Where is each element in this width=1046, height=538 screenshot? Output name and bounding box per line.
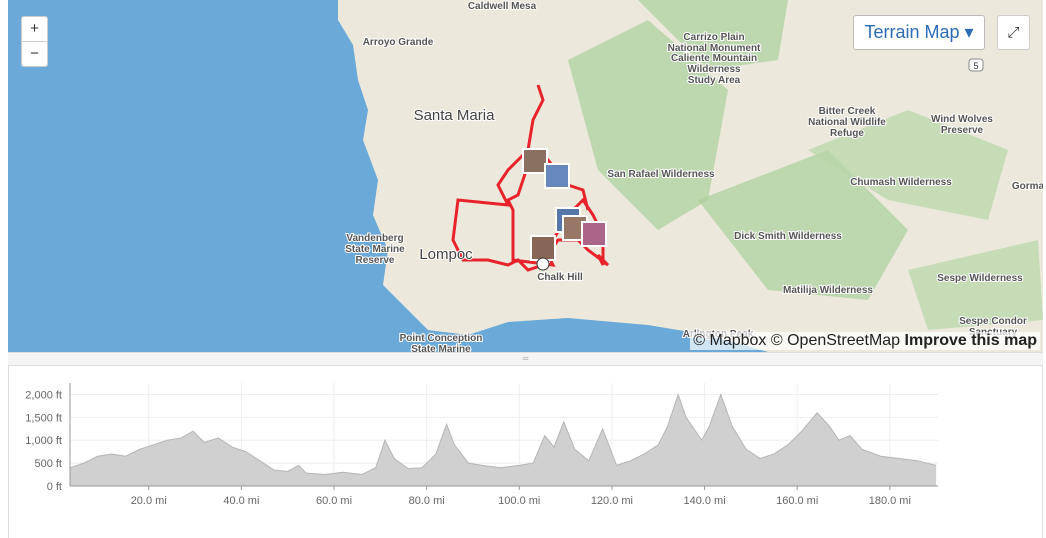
map-label: National Monument bbox=[668, 43, 761, 54]
map-label: Study Area bbox=[688, 75, 741, 86]
map-label: Carrizo Plain bbox=[683, 32, 744, 43]
map-label: State Marine bbox=[345, 244, 405, 255]
map-label: Vandenberg bbox=[346, 233, 403, 244]
map-label: Dick Smith Wilderness bbox=[734, 231, 842, 242]
terrain bbox=[698, 150, 908, 300]
terrain bbox=[638, 0, 788, 70]
terrain bbox=[808, 110, 1008, 220]
map-label: Santa Maria bbox=[414, 107, 496, 124]
x-tick-label: 160.0 mi bbox=[776, 495, 818, 507]
border bbox=[1042, 365, 1043, 538]
x-tick-label: 120.0 mi bbox=[591, 495, 633, 507]
zoom-in[interactable]: + bbox=[21, 16, 48, 42]
x-tick-label: 100.0 mi bbox=[498, 495, 540, 507]
x-tick-label: 20.0 mi bbox=[131, 495, 167, 507]
photo[interactable] bbox=[581, 221, 607, 247]
attr-osm[interactable]: © OpenStreetMap bbox=[770, 332, 901, 349]
terrain bbox=[568, 20, 728, 230]
map-label: Chumash Wilderness bbox=[850, 177, 952, 188]
y-tick-label: 1,000 ft bbox=[25, 435, 62, 447]
zoom-out[interactable]: − bbox=[21, 41, 48, 67]
finish-marker bbox=[536, 257, 550, 271]
map-label: Point Conception bbox=[400, 333, 483, 344]
terrain bbox=[908, 240, 1043, 330]
highway-number: 5 bbox=[973, 61, 978, 71]
x-tick-label: 60.0 mi bbox=[316, 495, 352, 507]
map-label: Wind Wolves bbox=[931, 114, 993, 125]
map-label: Reserve bbox=[356, 255, 395, 266]
attribution: © Mapbox © OpenStreetMap Improve this ma… bbox=[690, 332, 1040, 350]
photo[interactable] bbox=[522, 148, 548, 174]
y-tick-label: 2,000 ft bbox=[25, 389, 62, 401]
map-label: Sespe Wilderness bbox=[937, 273, 1023, 284]
map[interactable]: Caldwell Mesa Arroyo Grande Carrizo Plai… bbox=[8, 0, 1043, 352]
y-tick-label: 500 ft bbox=[34, 458, 62, 470]
x-tick-label: 80.0 mi bbox=[409, 495, 445, 507]
map-label: Caliente Mountain bbox=[671, 53, 757, 64]
map-label: State Marine bbox=[411, 344, 471, 352]
map-label: Matilija Wilderness bbox=[783, 285, 873, 296]
map-type-dropdown[interactable]: Terrain Map ▾ bbox=[853, 15, 985, 50]
border bbox=[8, 365, 9, 538]
elevation-area bbox=[70, 394, 937, 486]
map-label: Wilderness bbox=[687, 64, 741, 75]
route bbox=[451, 84, 610, 272]
x-tick-label: 40.0 mi bbox=[223, 495, 259, 507]
elevation-chart: 0 ft 500 ft 1,000 ft 1,500 ft 2,000 ft 20.0 m… bbox=[25, 383, 938, 507]
map-label: Gorma bbox=[1012, 181, 1043, 192]
map-label: Bitter Creek bbox=[819, 106, 876, 117]
map-label: Lompoc bbox=[419, 246, 473, 263]
photo[interactable] bbox=[530, 235, 556, 261]
resize-handle[interactable]: ═ bbox=[8, 352, 1043, 366]
photo[interactable] bbox=[544, 163, 570, 189]
y-tick-label: 1,500 ft bbox=[25, 412, 62, 424]
x-tick-label: 140.0 mi bbox=[683, 495, 725, 507]
attr-mapbox[interactable]: © Mapbox bbox=[693, 332, 767, 349]
map-label: Arroyo Grande bbox=[363, 37, 434, 48]
map-label: Chalk Hill bbox=[537, 272, 583, 283]
attr-improve[interactable]: Improve this map bbox=[904, 332, 1037, 349]
map-label: San Rafael Wilderness bbox=[607, 169, 715, 180]
highway-shield bbox=[968, 58, 984, 72]
map-type: Terrain Map bbox=[864, 22, 960, 42]
map-label: National Wildlife bbox=[808, 117, 886, 128]
map-label: Preserve bbox=[941, 125, 984, 136]
map-label: Refuge bbox=[830, 128, 864, 139]
fullscreen[interactable]: ⤢ bbox=[997, 15, 1030, 50]
map-label: Caldwell Mesa bbox=[468, 1, 537, 12]
x-tick-label: 180.0 mi bbox=[869, 495, 911, 507]
y-tick-label: 0 ft bbox=[47, 481, 62, 493]
map-label: Sespe Condor bbox=[959, 316, 1027, 327]
elevation-line bbox=[69, 392, 937, 476]
